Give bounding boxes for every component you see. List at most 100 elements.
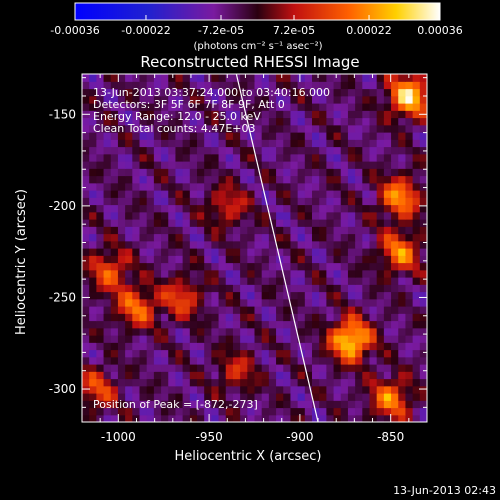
heatmap-cell bbox=[290, 248, 298, 256]
heatmap-cell bbox=[370, 197, 378, 205]
heatmap-cell bbox=[398, 212, 406, 220]
heatmap-cell bbox=[276, 147, 284, 155]
heatmap-cell bbox=[305, 219, 313, 227]
heatmap-cell bbox=[420, 263, 428, 271]
heatmap-cell bbox=[96, 313, 104, 321]
heatmap-cell bbox=[420, 350, 428, 358]
heatmap-cell bbox=[96, 139, 104, 147]
heatmap-cell bbox=[233, 255, 241, 263]
heatmap-cell bbox=[398, 248, 406, 256]
heatmap-cell bbox=[104, 313, 112, 321]
heatmap-cell bbox=[247, 415, 255, 423]
heatmap-cell bbox=[276, 168, 284, 176]
heatmap-cell bbox=[413, 219, 421, 227]
heatmap-cell bbox=[341, 284, 349, 292]
heatmap-cell bbox=[147, 335, 155, 343]
heatmap-cell bbox=[125, 306, 133, 314]
heatmap-cell bbox=[391, 241, 399, 249]
heatmap-cell bbox=[298, 234, 306, 242]
heatmap-cell bbox=[125, 350, 133, 358]
heatmap-cell bbox=[226, 306, 234, 314]
heatmap-cell bbox=[341, 139, 349, 147]
y-tick-label: -150 bbox=[49, 107, 76, 121]
heatmap-cell bbox=[104, 364, 112, 372]
heatmap-cell bbox=[89, 270, 97, 278]
heatmap-cell bbox=[111, 364, 119, 372]
heatmap-cell bbox=[334, 161, 342, 169]
heatmap-cell bbox=[305, 103, 313, 111]
heatmap-cell bbox=[384, 386, 392, 394]
heatmap-cell bbox=[341, 226, 349, 234]
heatmap-cell bbox=[334, 255, 342, 263]
heatmap-cell bbox=[377, 168, 385, 176]
heatmap-cell bbox=[334, 400, 342, 408]
heatmap-cell bbox=[377, 81, 385, 89]
heatmap-cell bbox=[168, 219, 176, 227]
heatmap-cell bbox=[420, 335, 428, 343]
heatmap-cell bbox=[377, 408, 385, 416]
heatmap-cell bbox=[298, 110, 306, 118]
heatmap-cell bbox=[384, 81, 392, 89]
heatmap-cell bbox=[111, 357, 119, 365]
heatmap-cell bbox=[154, 386, 162, 394]
heatmap-cell bbox=[183, 219, 191, 227]
heatmap-cell bbox=[290, 263, 298, 271]
heatmap-cell bbox=[391, 248, 399, 256]
heatmap-cell bbox=[204, 234, 212, 242]
heatmap-cell bbox=[161, 328, 169, 336]
heatmap-cell bbox=[319, 371, 327, 379]
heatmap-cell bbox=[219, 219, 227, 227]
heatmap-cell bbox=[290, 197, 298, 205]
heatmap-cell bbox=[391, 263, 399, 271]
heatmap-cell bbox=[219, 364, 227, 372]
heatmap-cell bbox=[132, 147, 140, 155]
heatmap-cell bbox=[197, 226, 205, 234]
heatmap-cell bbox=[125, 255, 133, 263]
heatmap-cell bbox=[384, 176, 392, 184]
heatmap-cell bbox=[118, 357, 126, 365]
heatmap-cell bbox=[276, 371, 284, 379]
heatmap-cell bbox=[255, 328, 263, 336]
heatmap-cell bbox=[262, 263, 270, 271]
heatmap-cell bbox=[362, 364, 370, 372]
heatmap-cell bbox=[355, 313, 363, 321]
heatmap-cell bbox=[341, 321, 349, 329]
heatmap-cell bbox=[111, 321, 119, 329]
heatmap-cell bbox=[154, 197, 162, 205]
heatmap-cell bbox=[370, 386, 378, 394]
heatmap-cell bbox=[362, 168, 370, 176]
heatmap-cell bbox=[298, 183, 306, 191]
heatmap-cell bbox=[420, 292, 428, 300]
heatmap-cell bbox=[82, 371, 90, 379]
heatmap-cell bbox=[334, 110, 342, 118]
heatmap-cell bbox=[384, 393, 392, 401]
heatmap-cell bbox=[269, 176, 277, 184]
heatmap-cell bbox=[125, 415, 133, 423]
heatmap-cell bbox=[168, 263, 176, 271]
heatmap-cell bbox=[104, 74, 112, 82]
heatmap-cell bbox=[89, 277, 97, 285]
heatmap-cell bbox=[175, 335, 183, 343]
heatmap-cell bbox=[147, 350, 155, 358]
heatmap-cell bbox=[211, 342, 219, 350]
heatmap-cell bbox=[219, 176, 227, 184]
heatmap-cell bbox=[240, 197, 248, 205]
heatmap-cell bbox=[154, 226, 162, 234]
heatmap-cell bbox=[341, 183, 349, 191]
heatmap-cell bbox=[355, 342, 363, 350]
heatmap-cell bbox=[240, 74, 248, 82]
heatmap-cell bbox=[132, 321, 140, 329]
heatmap-cell bbox=[197, 147, 205, 155]
heatmap-cell bbox=[219, 357, 227, 365]
heatmap-cell bbox=[82, 357, 90, 365]
heatmap-cell bbox=[283, 197, 291, 205]
heatmap-cell bbox=[341, 357, 349, 365]
heatmap-cell bbox=[168, 321, 176, 329]
heatmap-cell bbox=[362, 408, 370, 416]
heatmap-cell bbox=[413, 400, 421, 408]
heatmap-cell bbox=[211, 161, 219, 169]
heatmap-cell bbox=[161, 299, 169, 307]
heatmap-cell bbox=[290, 176, 298, 184]
heatmap-cell bbox=[377, 400, 385, 408]
